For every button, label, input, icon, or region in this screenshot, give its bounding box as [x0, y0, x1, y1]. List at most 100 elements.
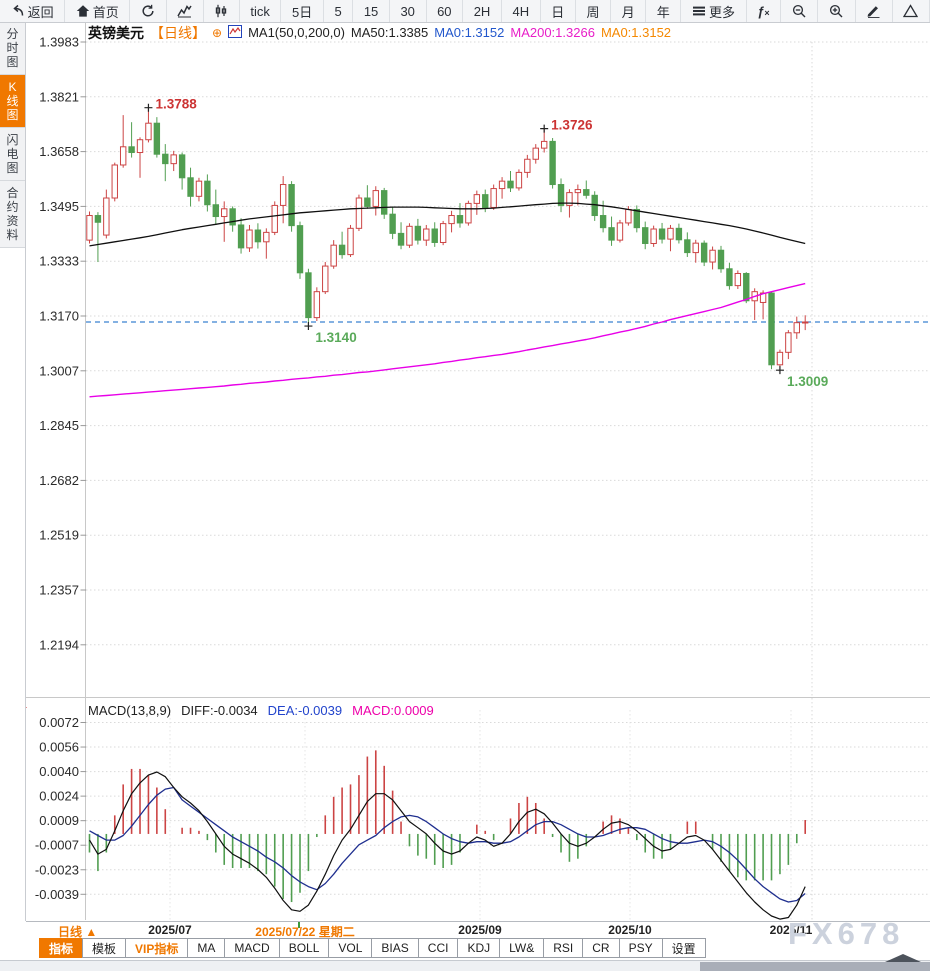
- tab-vol[interactable]: VOL: [328, 938, 373, 958]
- extreme-marker: [775, 366, 784, 375]
- candle-body: [128, 146, 135, 154]
- tab-rsi[interactable]: RSI: [543, 938, 584, 958]
- candle-body: [381, 190, 388, 215]
- toolbar-button-draw[interactable]: [856, 0, 893, 22]
- tab-ma[interactable]: MA: [187, 938, 226, 958]
- ma-legend-icon[interactable]: [228, 24, 243, 41]
- extreme-marker: [540, 124, 549, 133]
- period-badge[interactable]: 【日线】: [150, 24, 206, 41]
- scrollbar-thumb[interactable]: [700, 962, 930, 971]
- toolbar-button-more[interactable]: 更多: [681, 0, 747, 22]
- toolbar-button-home[interactable]: 首页: [65, 0, 131, 22]
- toolbar-button-label: 5: [334, 3, 342, 19]
- toolbar-button-15[interactable]: 15: [353, 0, 390, 22]
- tab-lw[interactable]: LW&: [499, 938, 545, 958]
- toolbar-button-refresh[interactable]: [130, 0, 167, 22]
- toolbar-button-5d[interactable]: 5日: [281, 0, 324, 22]
- toolbar-button-label: 2H: [473, 3, 491, 19]
- scroll-up-arrow-icon[interactable]: [885, 954, 921, 962]
- candle-body: [237, 224, 245, 249]
- candle-body: [642, 227, 649, 244]
- tab-bias[interactable]: BIAS: [371, 938, 419, 958]
- toolbar-button-week[interactable]: 周: [576, 0, 612, 22]
- candle-body: [263, 231, 270, 243]
- tab-template[interactable]: 模板: [82, 938, 127, 958]
- sidebar-item-time-chart[interactable]: 分时图: [0, 22, 25, 75]
- sidebar-item-flash-chart[interactable]: 闪电图: [0, 128, 25, 181]
- candle-body: [549, 140, 556, 186]
- toolbar-button-4h[interactable]: 4H: [502, 0, 541, 22]
- candlestick-icon: [214, 4, 228, 18]
- toolbar-button-60[interactable]: 60: [427, 0, 464, 22]
- toolbar-button-month[interactable]: 月: [611, 0, 647, 22]
- horizontal-scrollbar[interactable]: [0, 954, 930, 971]
- toolbar-button-day[interactable]: 日: [541, 0, 576, 22]
- toolbar-button-trend-chart-mode[interactable]: [167, 0, 204, 22]
- candle-body: [625, 208, 632, 224]
- candle-body: [684, 239, 691, 254]
- price-annotation: 1.3009: [787, 374, 828, 389]
- price-axis-label: 1.3007: [39, 363, 79, 378]
- tab-vip-indicator[interactable]: VIP指标: [125, 938, 189, 958]
- extreme-marker: [304, 322, 313, 331]
- candle-body: [162, 153, 169, 165]
- candle-body: [178, 154, 186, 179]
- home-icon: [76, 4, 90, 18]
- toolbar-button-year[interactable]: 年: [646, 0, 682, 22]
- tab-settings[interactable]: 设置: [661, 938, 706, 958]
- toolbar-button-5[interactable]: 5: [324, 0, 354, 22]
- toolbar-button-fx[interactable]: ƒ×: [747, 0, 782, 22]
- ma-settings: MA1(50,0,200,0): [248, 25, 345, 40]
- candle-body: [709, 249, 716, 263]
- macd-dea-value: DEA:-0.0039: [267, 703, 343, 718]
- ma0-orange-value: MA0:1.3152: [600, 25, 672, 40]
- refresh-icon: [141, 4, 155, 18]
- tab-cr[interactable]: CR: [582, 938, 620, 958]
- pencil-icon: [866, 4, 881, 18]
- tab-boll[interactable]: BOLL: [278, 938, 330, 958]
- candle-body: [423, 228, 430, 241]
- back-arrow-icon: [11, 4, 25, 18]
- toolbar-button-zoom-in[interactable]: [818, 0, 856, 22]
- tab-psy[interactable]: PSY: [618, 938, 663, 958]
- candle-body: [515, 171, 523, 189]
- tab-cci[interactable]: CCI: [417, 938, 459, 958]
- toolbar-button-tick[interactable]: tick: [240, 0, 282, 22]
- price-annotation: 1.3788: [155, 97, 197, 112]
- toolbar-button-label: 月: [621, 4, 635, 20]
- macd-axis-label: -0.0039: [35, 887, 79, 902]
- tab-indicator[interactable]: 指标: [39, 938, 84, 958]
- candle-body: [431, 228, 438, 243]
- price-axis-label: 1.3170: [39, 309, 79, 324]
- period-selector[interactable]: 日线 ▲: [58, 925, 98, 939]
- candle-body: [212, 204, 220, 218]
- toolbar-button-label: 年: [656, 4, 670, 20]
- tab-macd[interactable]: MACD: [224, 938, 280, 958]
- toolbar-button-30[interactable]: 30: [390, 0, 427, 22]
- candle-body: [675, 227, 683, 241]
- price-axis-label: 1.3658: [39, 144, 79, 159]
- macd-axis-label: 0.0024: [39, 789, 79, 804]
- price-axis-label: 1.3333: [39, 254, 79, 269]
- chart-header: 英镑美元 【日线】 ⊕ MA1(50,0,200,0) MA50:1.3385 …: [88, 24, 671, 41]
- macd-dea-line: [89, 786, 806, 903]
- toolbar-button-candle-chart-mode[interactable]: [204, 0, 240, 22]
- sidebar-item-contract-info[interactable]: 合约资料: [0, 181, 25, 248]
- price-annotation: 1.3140: [315, 330, 356, 345]
- add-favorite-icon[interactable]: ⊕: [212, 25, 223, 40]
- candle-body: [347, 227, 354, 256]
- toolbar-button-back[interactable]: 返回: [0, 0, 66, 22]
- tab-kdj[interactable]: KDJ: [457, 938, 501, 958]
- extreme-marker: [144, 103, 153, 112]
- candle-body: [583, 189, 590, 196]
- toolbar-button-2h[interactable]: 2H: [463, 0, 502, 22]
- candle-body: [616, 222, 624, 241]
- candle-body: [330, 244, 337, 267]
- candle-body: [322, 265, 329, 293]
- toolbar-button-shape[interactable]: [893, 0, 930, 22]
- toolbar-button-zoom-out[interactable]: [781, 0, 819, 22]
- toolbar-button-label: 5日: [292, 4, 313, 20]
